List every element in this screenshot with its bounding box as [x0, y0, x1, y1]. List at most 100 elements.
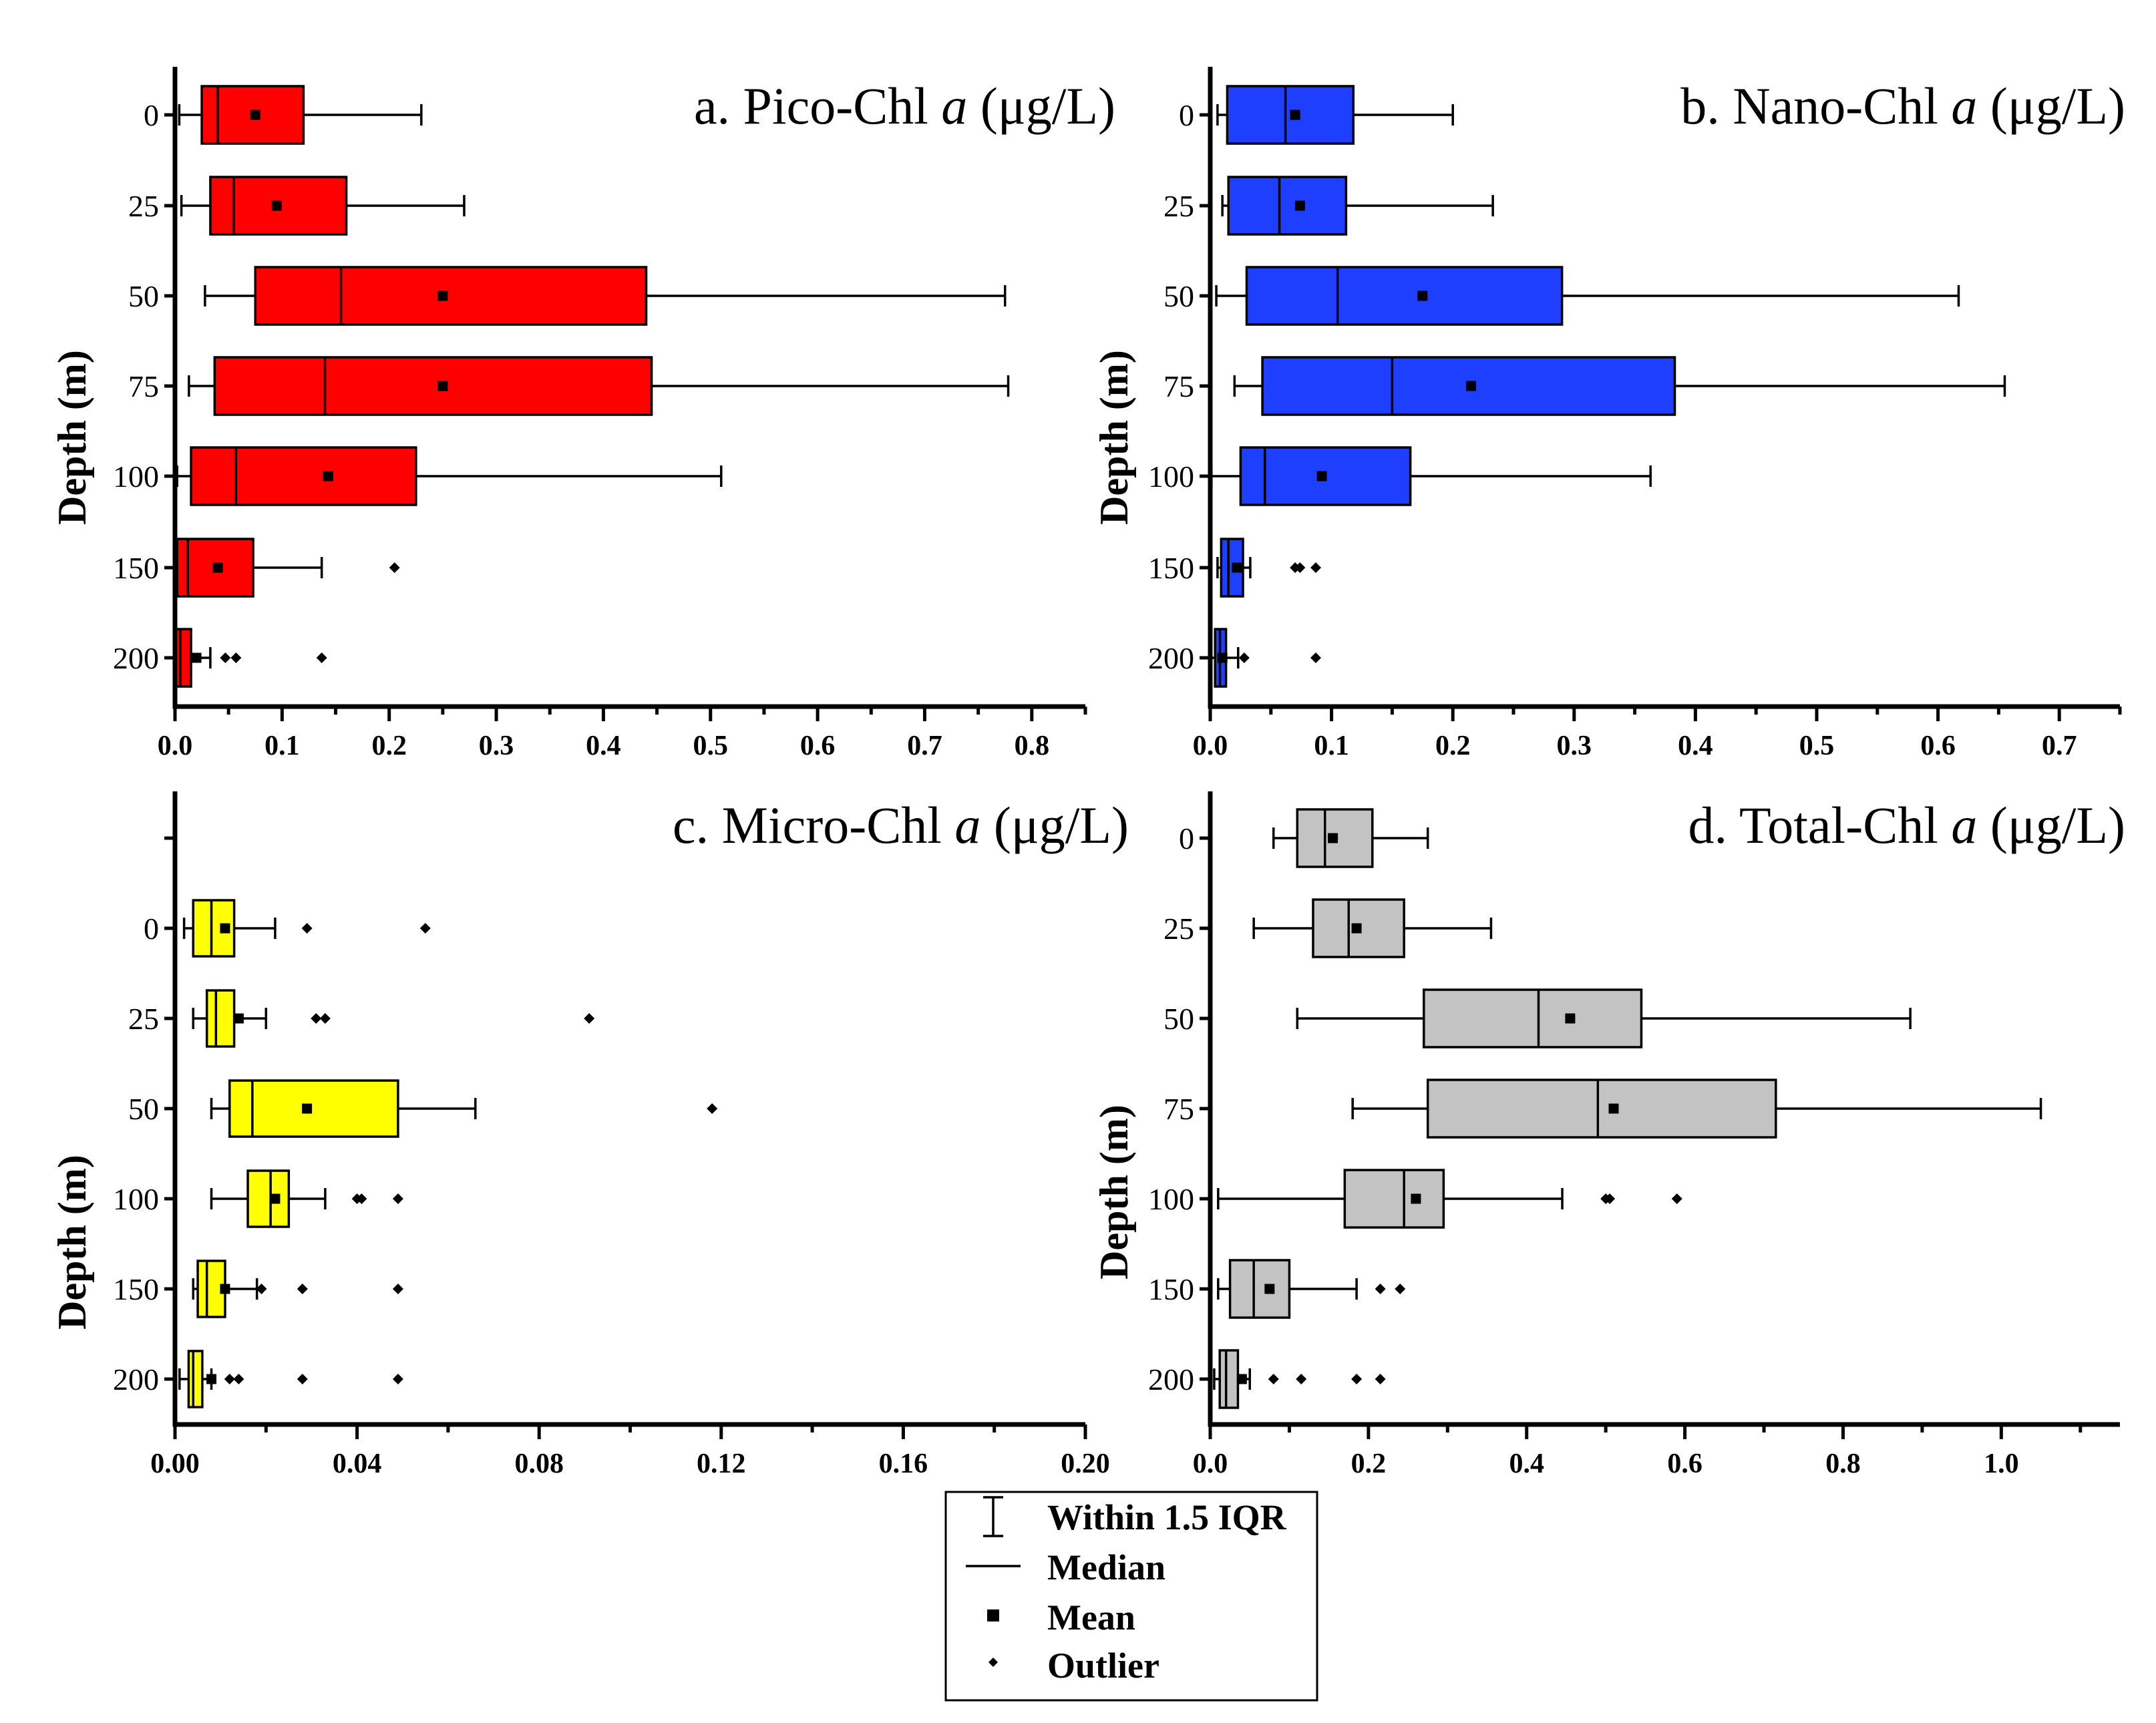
- mean-marker: [1290, 110, 1300, 120]
- outlier-marker: [356, 1193, 367, 1204]
- box-200: [178, 1350, 403, 1408]
- y-tick-label: 25: [1163, 189, 1194, 223]
- box-200: [1209, 628, 1321, 688]
- x-tick-label: 0.8: [1015, 731, 1050, 761]
- box-100: [210, 1169, 403, 1228]
- box-iqr: [187, 1350, 204, 1408]
- panel-title: b. Nano-Chl a (μg/L): [1680, 77, 2125, 135]
- y-tick-label: 50: [1163, 279, 1194, 313]
- box-iqr: [190, 446, 417, 506]
- box-75: [1351, 1079, 2042, 1139]
- y-tick-label: 150: [113, 1272, 159, 1306]
- mean-marker: [1465, 381, 1476, 391]
- mean-marker: [1294, 200, 1305, 211]
- box-75: [188, 356, 1010, 416]
- box-0: [182, 899, 431, 958]
- x-tick-label: 0.2: [1351, 1449, 1387, 1479]
- panel-a: 0.0 0.1 0.2 0.3 0.4 0.5 0.6 0.7 0.8 0 25 50 75 100 150…: [50, 67, 1115, 761]
- box-25: [180, 176, 466, 236]
- x-tick-label: 0.00: [150, 1449, 200, 1479]
- mean-marker: [1232, 562, 1242, 573]
- box-iqr: [1245, 266, 1564, 326]
- outlier-marker: [301, 923, 313, 934]
- y-tick-label: 50: [1163, 1002, 1194, 1036]
- x-tick-label: 0.6: [1920, 731, 1956, 761]
- x-tick-label: 0.1: [264, 731, 300, 761]
- y-tick-label: 150: [1148, 551, 1194, 585]
- x-tick-label: 0.1: [1314, 731, 1349, 761]
- y-tick-label: 75: [128, 369, 159, 403]
- box-100: [1210, 446, 1652, 506]
- panel-d: 0.0 0.2 0.4 0.6 0.8 1.0 0 25 50 75 100 150 200 Depth …: [1092, 791, 2125, 1479]
- box-150: [1216, 538, 1321, 598]
- y-tick-label: 50: [128, 279, 159, 313]
- outlier-marker: [1310, 652, 1321, 663]
- outlier-marker: [311, 1013, 322, 1024]
- box-150: [174, 538, 400, 598]
- box-50: [204, 266, 1007, 326]
- legend-label-mean: Mean: [1047, 1597, 1135, 1638]
- y-tick-label: 0: [144, 98, 159, 132]
- box-iqr: [1218, 1349, 1240, 1409]
- legend-item-whisker: Within 1.5 IQR: [983, 1496, 1287, 1537]
- box-50: [1215, 266, 1960, 326]
- box-100: [1217, 1169, 1682, 1229]
- outlier-marker: [297, 1284, 308, 1294]
- box-0: [178, 85, 423, 145]
- box-150: [192, 1260, 403, 1318]
- outlier-marker: [1395, 1284, 1406, 1294]
- legend-label-median: Median: [1047, 1547, 1165, 1587]
- y-tick-label: 50: [128, 1092, 159, 1126]
- box-iqr: [1227, 176, 1348, 236]
- outlier-marker: [1351, 1374, 1363, 1384]
- x-tick-label: 0.6: [800, 731, 836, 761]
- box-25: [192, 989, 595, 1048]
- outlier-marker: [1310, 562, 1321, 573]
- mean-marker: [1236, 1374, 1247, 1384]
- x-tick-label: 0.2: [371, 731, 407, 761]
- x-tick-label: 0.04: [333, 1449, 382, 1479]
- mean-marker: [437, 381, 448, 391]
- y-axis-label: Depth (m): [50, 1155, 94, 1330]
- mean-marker: [1411, 1193, 1421, 1204]
- box-50: [210, 1079, 718, 1138]
- box-200: [174, 628, 327, 688]
- box-iqr: [228, 1079, 399, 1138]
- legend-frame: [944, 1491, 1318, 1702]
- outlier-marker: [1238, 652, 1250, 663]
- legend-item-median: Median: [966, 1547, 1165, 1587]
- outlier-marker: [1296, 1374, 1307, 1384]
- y-tick-label: 200: [113, 641, 159, 675]
- outlier-marker: [392, 1193, 403, 1204]
- outlier-marker: [233, 1374, 244, 1384]
- box-iqr: [1343, 1169, 1445, 1229]
- box-75: [1233, 356, 2006, 416]
- box-0: [1272, 808, 1429, 868]
- y-tick-label: 100: [113, 1182, 159, 1216]
- mean-marker: [270, 1193, 281, 1204]
- outlier-marker: [389, 562, 400, 573]
- x-tick-label: 0.4: [1678, 731, 1713, 761]
- mean-marker: [437, 291, 448, 301]
- box-0: [1216, 85, 1454, 145]
- outlier-marker: [220, 652, 231, 663]
- mean-marker: [206, 1374, 217, 1384]
- x-tick-label: 0.0: [1193, 731, 1228, 761]
- y-axis-label: Depth (m): [1092, 350, 1136, 525]
- mean-marker: [212, 562, 223, 573]
- panel-title: c. Micro-Chl a (μg/L): [673, 796, 1129, 854]
- outlier-marker: [297, 1374, 308, 1384]
- x-tick-label: 0.6: [1667, 1449, 1702, 1479]
- mean-marker: [1328, 833, 1338, 843]
- box-50: [1296, 988, 1912, 1048]
- y-tick-label: 150: [113, 551, 159, 585]
- x-tick-label: 0.8: [1825, 1449, 1861, 1479]
- y-tick-label: 100: [1148, 459, 1194, 494]
- x-tick-label: 1.0: [1984, 1449, 2019, 1479]
- outlier-marker: [224, 1374, 235, 1384]
- y-tick-label: 100: [113, 459, 159, 494]
- mean-marker: [323, 471, 333, 482]
- mean-marker: [1608, 1103, 1619, 1114]
- mean-marker: [191, 652, 202, 663]
- x-tick-label: 0.5: [693, 731, 729, 761]
